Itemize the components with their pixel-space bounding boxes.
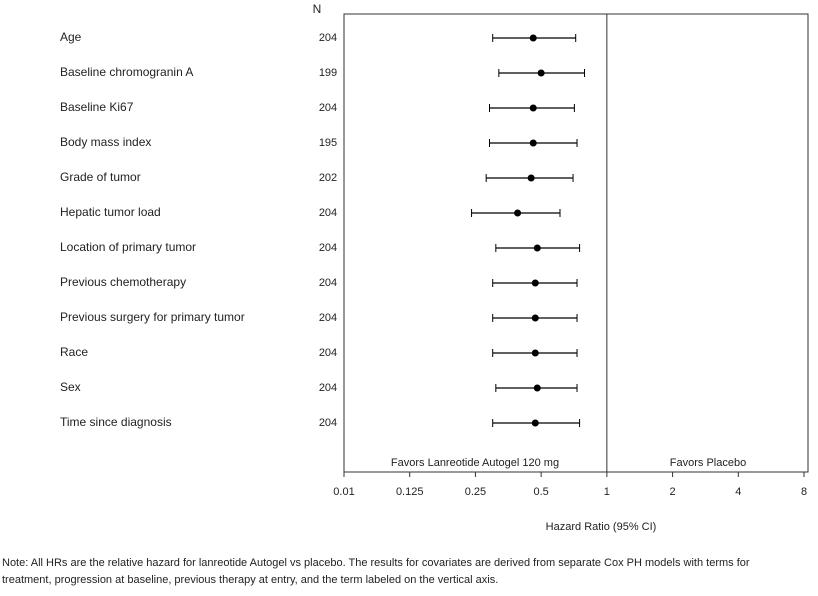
- point-estimate: [529, 139, 537, 147]
- row-label: Hepatic tumor load: [60, 205, 161, 219]
- row-label: Previous surgery for primary tumor: [60, 310, 245, 324]
- point-estimate: [537, 69, 545, 77]
- n-value: 204: [319, 277, 337, 289]
- column-header: N: [313, 2, 322, 16]
- row-label: Grade of tumor: [60, 170, 141, 184]
- row-label: Baseline Ki67: [60, 100, 134, 114]
- row-label: Baseline chromogranin A: [60, 65, 193, 79]
- row-label: Time since diagnosis: [60, 415, 172, 429]
- n-value: 202: [319, 172, 337, 184]
- plot-frame: [343, 13, 809, 473]
- point-estimate: [529, 104, 537, 112]
- n-value: 199: [319, 67, 337, 79]
- favors-left: Favors Lanreotide Autogel 120 mg: [391, 457, 559, 469]
- favors-right: Favors Placebo: [670, 457, 746, 469]
- row-label: Sex: [60, 380, 81, 394]
- x-tick-label: 8: [801, 486, 807, 498]
- row-label: Previous chemotherapy: [60, 275, 186, 289]
- point-estimate: [531, 419, 539, 427]
- row-label: Location of primary tumor: [60, 240, 196, 254]
- x-tick-label: 0.01: [333, 486, 354, 498]
- point-estimate: [533, 384, 541, 392]
- n-value: 204: [319, 382, 337, 394]
- x-tick-label: 1: [604, 486, 610, 498]
- row-label: Race: [60, 345, 88, 359]
- x-axis-label: Hazard Ratio (95% CI): [546, 521, 657, 533]
- x-tick-label: 4: [735, 486, 741, 498]
- x-tick-label: 2: [670, 486, 676, 498]
- n-value: 204: [319, 312, 337, 324]
- point-estimate: [531, 349, 539, 357]
- note-line: treatment, progression at baseline, prev…: [2, 574, 498, 586]
- x-tick-label: 0.25: [465, 486, 486, 498]
- point-estimate: [531, 314, 539, 322]
- x-tick-label: 0.5: [533, 486, 548, 498]
- note-line: Note: All HRs are the relative hazard fo…: [2, 557, 750, 569]
- n-value: 204: [319, 242, 337, 254]
- point-estimate: [529, 34, 537, 42]
- n-value: 204: [319, 32, 337, 44]
- n-value: 204: [319, 347, 337, 359]
- n-value: 195: [319, 137, 337, 149]
- row-label: Body mass index: [60, 135, 151, 149]
- point-estimate: [531, 279, 539, 287]
- point-estimate: [527, 174, 535, 182]
- n-value: 204: [319, 207, 337, 219]
- n-value: 204: [319, 102, 337, 114]
- x-tick-label: 0.125: [396, 486, 424, 498]
- point-estimate: [514, 209, 522, 217]
- n-value: 204: [319, 417, 337, 429]
- row-label: Age: [60, 30, 82, 44]
- point-estimate: [533, 244, 541, 252]
